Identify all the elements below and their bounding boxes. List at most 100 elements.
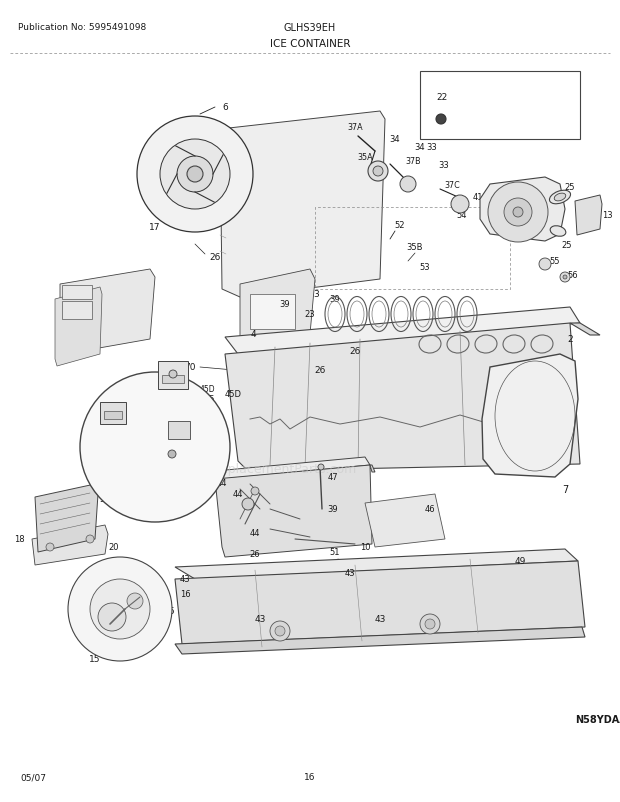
Text: eReplacementParts.com: eReplacementParts.com xyxy=(204,463,356,476)
Circle shape xyxy=(137,117,253,233)
Circle shape xyxy=(451,196,469,214)
Text: 13: 13 xyxy=(601,210,613,219)
Text: 41: 41 xyxy=(472,192,483,201)
Polygon shape xyxy=(250,294,295,330)
Text: 45B: 45B xyxy=(195,433,210,442)
Text: 33: 33 xyxy=(427,144,437,152)
Text: 37C: 37C xyxy=(444,180,460,189)
Polygon shape xyxy=(480,178,565,241)
Text: 20: 20 xyxy=(108,543,118,552)
Circle shape xyxy=(504,199,532,227)
Polygon shape xyxy=(32,525,108,565)
Text: 51: 51 xyxy=(330,548,340,557)
Text: N58YDAAAC4: N58YDAAAC4 xyxy=(575,714,620,724)
Polygon shape xyxy=(225,323,580,472)
Text: 46: 46 xyxy=(425,505,435,514)
Bar xyxy=(315,208,510,290)
Circle shape xyxy=(98,603,126,631)
Text: 26: 26 xyxy=(314,366,326,375)
Bar xyxy=(62,302,92,320)
Polygon shape xyxy=(35,484,98,553)
Circle shape xyxy=(436,115,446,125)
Circle shape xyxy=(251,488,259,496)
Text: 23: 23 xyxy=(304,310,316,319)
Polygon shape xyxy=(175,561,585,644)
Circle shape xyxy=(168,451,176,459)
Text: 39: 39 xyxy=(330,295,340,304)
Text: 7: 7 xyxy=(562,484,568,494)
Text: 16: 16 xyxy=(164,607,175,616)
Bar xyxy=(62,286,92,300)
Circle shape xyxy=(513,208,523,217)
Text: 44: 44 xyxy=(232,490,243,499)
Text: 39: 39 xyxy=(280,300,290,309)
Text: 34: 34 xyxy=(415,144,425,152)
Text: 35B: 35B xyxy=(407,243,423,252)
Text: 44: 44 xyxy=(250,528,260,537)
Circle shape xyxy=(318,464,324,471)
Text: 43: 43 xyxy=(374,615,386,624)
Circle shape xyxy=(275,626,285,636)
Circle shape xyxy=(539,259,551,270)
Text: 53: 53 xyxy=(420,263,430,272)
Polygon shape xyxy=(215,465,372,557)
Circle shape xyxy=(420,614,440,634)
Polygon shape xyxy=(570,323,600,335)
Text: GLHS39EH: GLHS39EH xyxy=(284,23,336,33)
Polygon shape xyxy=(225,308,580,354)
Circle shape xyxy=(127,593,143,610)
Ellipse shape xyxy=(554,194,566,201)
Text: 25: 25 xyxy=(562,241,572,249)
Text: 49: 49 xyxy=(515,557,526,565)
Circle shape xyxy=(187,167,203,183)
Circle shape xyxy=(425,619,435,630)
Text: 47: 47 xyxy=(328,473,339,482)
Circle shape xyxy=(400,176,416,192)
Text: 45D: 45D xyxy=(225,390,242,399)
Text: 26: 26 xyxy=(210,253,221,262)
Text: 05/07: 05/07 xyxy=(20,772,46,781)
Text: 4: 4 xyxy=(250,330,256,339)
Text: 44: 44 xyxy=(217,479,228,488)
Polygon shape xyxy=(220,111,385,298)
Text: 6: 6 xyxy=(222,103,228,111)
Text: 39: 39 xyxy=(328,505,339,514)
Polygon shape xyxy=(175,549,578,579)
Text: 37A: 37A xyxy=(347,124,363,132)
Text: 26: 26 xyxy=(250,550,260,559)
Text: 26: 26 xyxy=(349,347,361,356)
Text: 70: 70 xyxy=(184,363,196,372)
Bar xyxy=(104,411,122,419)
Bar xyxy=(100,403,126,424)
Text: 2: 2 xyxy=(567,335,573,344)
Text: Publication No: 5995491098: Publication No: 5995491098 xyxy=(18,23,146,32)
Bar xyxy=(168,422,190,439)
Text: 45: 45 xyxy=(205,395,216,404)
Text: 18: 18 xyxy=(14,535,25,544)
Text: 37B: 37B xyxy=(405,157,421,166)
Circle shape xyxy=(80,373,230,522)
Polygon shape xyxy=(365,494,445,547)
Circle shape xyxy=(488,183,548,243)
Circle shape xyxy=(177,157,213,192)
Circle shape xyxy=(270,622,290,642)
Ellipse shape xyxy=(549,191,570,205)
Polygon shape xyxy=(240,269,315,350)
Text: 43: 43 xyxy=(254,615,266,624)
Text: 52: 52 xyxy=(395,221,405,229)
Text: 16: 16 xyxy=(304,772,316,781)
Polygon shape xyxy=(60,269,155,354)
Text: 45C: 45C xyxy=(87,423,102,432)
Text: 15: 15 xyxy=(89,654,100,664)
Circle shape xyxy=(368,162,388,182)
Circle shape xyxy=(560,273,570,282)
Text: 33: 33 xyxy=(438,160,450,169)
Circle shape xyxy=(160,140,230,210)
Text: 43: 43 xyxy=(180,575,190,584)
Circle shape xyxy=(242,498,254,510)
Text: 35A: 35A xyxy=(357,153,373,162)
Text: 34: 34 xyxy=(390,136,401,144)
Polygon shape xyxy=(55,288,102,367)
Circle shape xyxy=(86,535,94,543)
Text: 3: 3 xyxy=(313,290,319,299)
